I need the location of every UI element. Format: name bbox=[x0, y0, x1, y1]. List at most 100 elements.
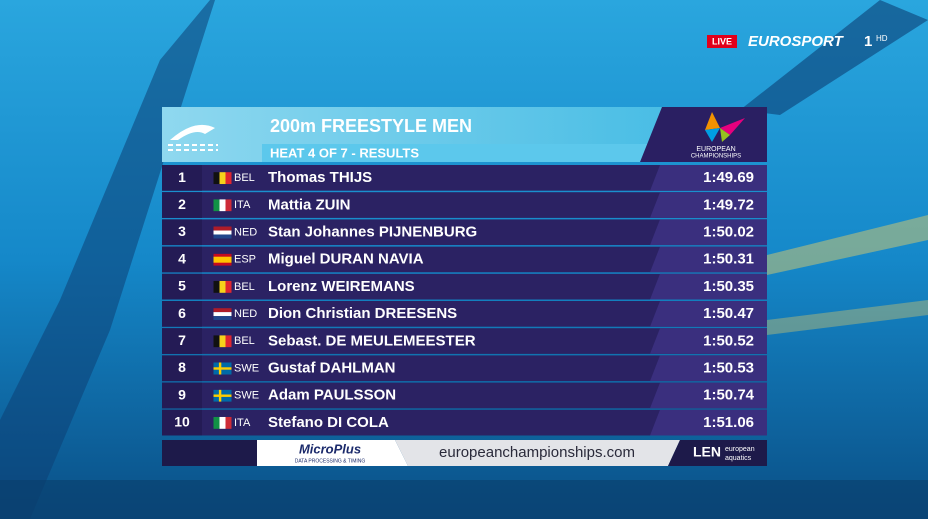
rank-cell bbox=[162, 165, 202, 191]
athlete-name: Gustaf DAHLMAN bbox=[268, 359, 396, 376]
federation-name: LEN bbox=[693, 444, 721, 460]
athlete-name: Sebast. DE MEULEMEESTER bbox=[268, 332, 476, 349]
rank: 7 bbox=[178, 332, 186, 348]
live-label: LIVE bbox=[712, 36, 732, 46]
flag bbox=[213, 335, 232, 348]
rank-cell bbox=[162, 409, 202, 436]
results-table: 1 BEL Thomas THIJS 1:49.69 2 ITA Mattia ZUIN 1:… bbox=[162, 165, 767, 436]
lane-line bbox=[0, 0, 215, 519]
swim-logo bbox=[168, 124, 218, 151]
time-cell bbox=[650, 355, 767, 382]
rank: 10 bbox=[174, 414, 190, 430]
athlete-name: Dion Christian DREESENS bbox=[268, 305, 457, 322]
time-cell bbox=[650, 246, 767, 273]
time-cell bbox=[650, 328, 767, 354]
time: 1:51.06 bbox=[703, 414, 754, 431]
time-cell bbox=[650, 219, 767, 246]
time-cell bbox=[650, 382, 767, 409]
url-area bbox=[395, 440, 680, 466]
time-cell bbox=[650, 409, 767, 436]
rank-cell bbox=[162, 246, 202, 273]
time: 1:50.53 bbox=[703, 359, 754, 376]
time-cell bbox=[650, 301, 767, 327]
federation-sub: aquatics bbox=[725, 455, 752, 462]
results-footer: MicroPlus DATA PROCESSING & TIMING europ… bbox=[162, 440, 767, 466]
time: 1:49.72 bbox=[703, 196, 754, 213]
flag bbox=[213, 253, 232, 266]
rank-cell bbox=[162, 328, 202, 354]
event-logo-area bbox=[640, 107, 767, 162]
rank-cell bbox=[162, 301, 202, 327]
results-header: 200m FREESTYLE MEN HEAT 4 OF 7 - RESULTS… bbox=[162, 107, 767, 162]
rank-cell bbox=[162, 192, 202, 218]
rank: 3 bbox=[178, 223, 186, 239]
rank-cell bbox=[162, 273, 202, 300]
time-cell bbox=[650, 192, 767, 218]
country-code: ITA bbox=[234, 417, 251, 429]
broadcast-bug: LIVE EUROSPORT 1 HD bbox=[707, 33, 888, 50]
rank: 1 bbox=[178, 169, 186, 185]
channel-name: EUROSPORT bbox=[748, 33, 845, 50]
flag bbox=[213, 389, 232, 402]
flag bbox=[213, 172, 232, 185]
quality: HD bbox=[876, 34, 888, 43]
event-logo-text: EUROPEAN bbox=[696, 146, 735, 153]
event-logo-text: CHAMPIONSHIPS bbox=[691, 154, 741, 160]
athlete-name: Thomas THIJS bbox=[268, 169, 372, 186]
rank: 5 bbox=[178, 278, 186, 294]
time: 1:49.69 bbox=[703, 169, 754, 186]
time-cell bbox=[650, 165, 767, 191]
rank: 9 bbox=[178, 386, 186, 402]
sponsor-name: MicroPlus bbox=[299, 441, 361, 456]
federation-area bbox=[668, 440, 767, 466]
flag bbox=[213, 362, 232, 375]
flag bbox=[213, 308, 232, 321]
rank: 6 bbox=[178, 305, 186, 321]
time: 1:50.31 bbox=[703, 251, 754, 268]
country-code: SWE bbox=[234, 390, 259, 402]
athlete-name: Mattia ZUIN bbox=[268, 196, 351, 213]
event-logo-star bbox=[705, 112, 745, 142]
subtitle: HEAT 4 OF 7 - RESULTS bbox=[270, 145, 419, 160]
flag bbox=[213, 199, 232, 212]
athlete-name: Stan Johannes PIJNENBURG bbox=[268, 223, 477, 240]
lane-line bbox=[740, 0, 928, 115]
lane-rope bbox=[767, 300, 928, 335]
time-cell bbox=[650, 273, 767, 300]
flag bbox=[213, 416, 232, 429]
athlete-name: Adam PAULSSON bbox=[268, 387, 396, 404]
rank: 8 bbox=[178, 359, 186, 375]
rank: 4 bbox=[178, 250, 186, 266]
country-code: BEL bbox=[234, 172, 255, 184]
live-badge bbox=[707, 35, 737, 48]
athlete-name: Lorenz WEIREMANS bbox=[268, 278, 415, 295]
time: 1:50.02 bbox=[703, 223, 754, 240]
rank-cell bbox=[162, 382, 202, 409]
country-code: SWE bbox=[234, 362, 259, 374]
flag bbox=[213, 226, 232, 239]
time: 1:50.35 bbox=[703, 278, 754, 295]
rank-cell bbox=[162, 219, 202, 246]
channel-number: 1 bbox=[864, 33, 872, 50]
rank-cell bbox=[162, 355, 202, 382]
athlete-name: Miguel DURAN NAVIA bbox=[268, 251, 424, 268]
athlete-name: Stefano DI COLA bbox=[268, 414, 389, 431]
flag bbox=[213, 280, 232, 293]
time: 1:50.52 bbox=[703, 332, 754, 349]
time: 1:50.74 bbox=[703, 387, 755, 404]
sponsor-area bbox=[257, 440, 408, 466]
country-code: NED bbox=[234, 308, 257, 320]
lane-rope bbox=[767, 215, 928, 275]
footer-left bbox=[162, 440, 257, 466]
country-code: NED bbox=[234, 226, 257, 238]
country-code: BEL bbox=[234, 281, 255, 293]
time: 1:50.47 bbox=[703, 305, 754, 322]
subtitle-band bbox=[262, 144, 662, 162]
rank: 2 bbox=[178, 196, 186, 212]
title: 200m FREESTYLE MEN bbox=[270, 116, 472, 136]
pool-floor bbox=[0, 480, 928, 519]
country-code: BEL bbox=[234, 335, 255, 347]
country-code: ESP bbox=[234, 254, 256, 266]
federation-sub: european bbox=[725, 446, 755, 453]
